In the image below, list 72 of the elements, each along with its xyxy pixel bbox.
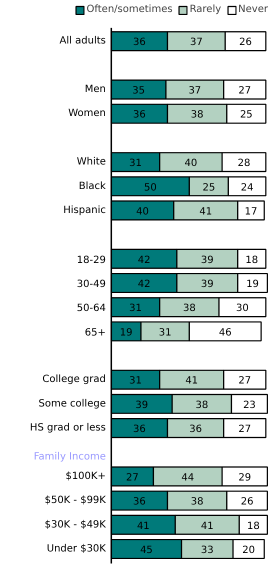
y-tick-label: 30-49 bbox=[76, 279, 106, 290]
data-label: 31 bbox=[129, 376, 142, 387]
data-label: 19 bbox=[246, 279, 259, 290]
data-label: 41 bbox=[199, 206, 212, 218]
data-label: 23 bbox=[243, 400, 256, 411]
y-tick-label: 50-64 bbox=[76, 303, 106, 314]
data-label: 40 bbox=[184, 158, 198, 170]
data-label: 36 bbox=[133, 110, 146, 121]
y-tick-label: Men bbox=[84, 84, 106, 96]
y-tick-label: Black bbox=[78, 180, 106, 192]
data-label: 27 bbox=[238, 424, 252, 436]
data-label: 18 bbox=[246, 520, 260, 532]
data-label: 42 bbox=[138, 279, 150, 290]
data-label: 31 bbox=[129, 158, 142, 170]
data-label: 29 bbox=[238, 472, 252, 484]
y-tick-label: $30K - $49K bbox=[44, 519, 106, 530]
y-tick-label: 18-29 bbox=[76, 254, 106, 266]
y-tick-label: All adults bbox=[60, 36, 106, 47]
y-tick-label: Hispanic bbox=[63, 204, 106, 216]
data-label: 25 bbox=[240, 110, 253, 121]
y-tick-label: $50K - $99K bbox=[44, 495, 106, 506]
data-label: 41 bbox=[185, 376, 198, 387]
data-label: 26 bbox=[239, 37, 252, 48]
data-label: 36 bbox=[133, 496, 146, 508]
y-tick-label: $100K+ bbox=[65, 470, 106, 482]
data-label: 27 bbox=[238, 376, 252, 387]
data-label: 36 bbox=[133, 37, 146, 48]
y-tick-label: Some college bbox=[38, 398, 106, 410]
data-label: 39 bbox=[135, 400, 148, 411]
data-label: 28 bbox=[238, 158, 250, 170]
data-label: 38 bbox=[182, 303, 196, 314]
data-label: 31 bbox=[158, 327, 172, 338]
legend-label: Never bbox=[238, 4, 268, 15]
y-tick-label: White bbox=[76, 156, 106, 168]
data-label: 36 bbox=[133, 424, 146, 436]
data-label: 38 bbox=[195, 400, 208, 411]
data-label: 19 bbox=[120, 327, 133, 338]
data-label: 25 bbox=[202, 182, 216, 194]
data-label: 41 bbox=[136, 520, 150, 532]
text: Family Income bbox=[34, 452, 106, 463]
data-label: 27 bbox=[126, 472, 139, 484]
data-label: 17 bbox=[244, 206, 258, 218]
data-label: 39 bbox=[200, 279, 214, 290]
data-label: 26 bbox=[240, 496, 254, 508]
data-label: 24 bbox=[240, 182, 254, 194]
data-label: 37 bbox=[190, 37, 203, 48]
data-label: 40 bbox=[136, 206, 149, 218]
data-label: 27 bbox=[238, 86, 252, 97]
y-tick-label: 65+ bbox=[84, 327, 106, 338]
y-tick-label: Women bbox=[68, 108, 106, 120]
y-tick-label: Under $30K bbox=[46, 543, 106, 554]
data-label: 31 bbox=[129, 303, 142, 314]
data-label: 20 bbox=[242, 544, 256, 556]
data-label: 41 bbox=[200, 520, 214, 532]
data-label: 18 bbox=[245, 254, 258, 266]
y-tick-label: College grad bbox=[42, 374, 106, 386]
data-label: 35 bbox=[132, 86, 145, 97]
data-label: 45 bbox=[140, 544, 153, 556]
data-label: 36 bbox=[189, 424, 202, 436]
legend-label: Often/sometimes bbox=[86, 4, 173, 15]
y-tick-label: HS grad or less bbox=[30, 422, 106, 434]
data-label: 42 bbox=[138, 254, 150, 266]
data-label: 30 bbox=[236, 303, 249, 314]
data-label: 38 bbox=[190, 110, 204, 121]
data-label: 33 bbox=[200, 544, 214, 556]
data-label: 38 bbox=[190, 496, 204, 508]
data-label: 37 bbox=[188, 86, 202, 97]
data-label: 44 bbox=[181, 472, 194, 484]
data-label: 50 bbox=[144, 182, 157, 194]
legend-label: Rarely bbox=[190, 4, 222, 15]
data-label: 46 bbox=[218, 327, 232, 338]
data-label: 39 bbox=[200, 254, 214, 266]
